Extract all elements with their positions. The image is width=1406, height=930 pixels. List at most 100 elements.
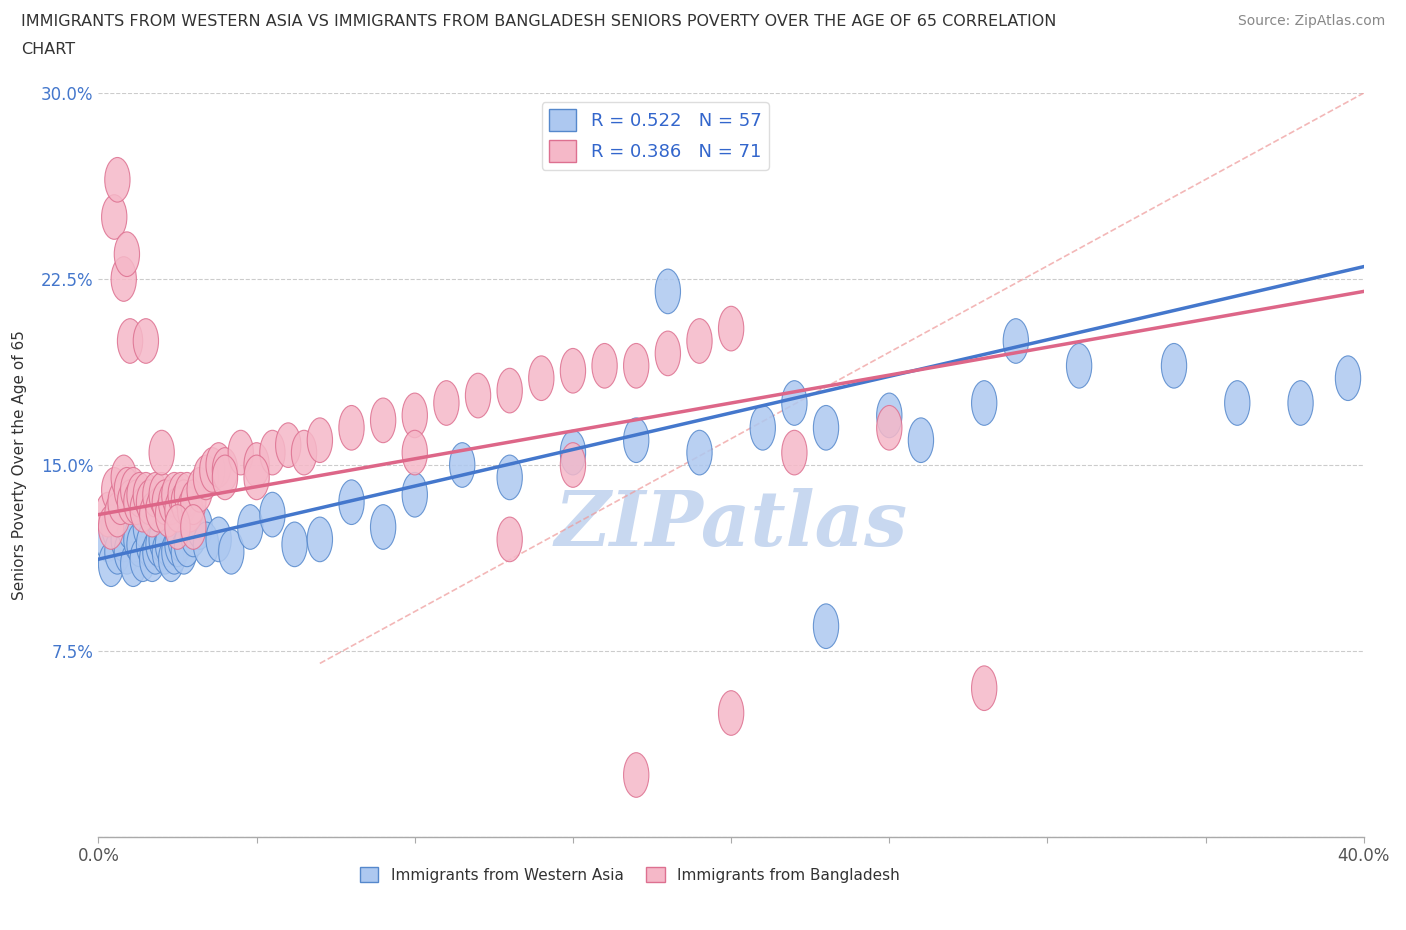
Ellipse shape — [165, 522, 190, 566]
Ellipse shape — [402, 472, 427, 517]
Ellipse shape — [1288, 380, 1313, 425]
Ellipse shape — [433, 380, 458, 425]
Ellipse shape — [149, 472, 174, 517]
Ellipse shape — [124, 480, 149, 525]
Ellipse shape — [98, 505, 124, 550]
Ellipse shape — [152, 480, 177, 525]
Ellipse shape — [118, 505, 143, 550]
Ellipse shape — [529, 356, 554, 401]
Ellipse shape — [623, 752, 648, 797]
Ellipse shape — [134, 505, 159, 550]
Ellipse shape — [101, 468, 127, 512]
Ellipse shape — [118, 480, 143, 525]
Ellipse shape — [291, 431, 316, 475]
Ellipse shape — [121, 542, 146, 587]
Ellipse shape — [101, 194, 127, 239]
Ellipse shape — [131, 537, 155, 581]
Ellipse shape — [498, 368, 523, 413]
Ellipse shape — [194, 522, 219, 566]
Ellipse shape — [228, 431, 253, 475]
Ellipse shape — [813, 604, 838, 648]
Ellipse shape — [623, 343, 648, 388]
Ellipse shape — [260, 492, 285, 537]
Ellipse shape — [402, 431, 427, 475]
Ellipse shape — [155, 522, 180, 566]
Ellipse shape — [146, 522, 172, 566]
Text: IMMIGRANTS FROM WESTERN ASIA VS IMMIGRANTS FROM BANGLADESH SENIORS POVERTY OVER : IMMIGRANTS FROM WESTERN ASIA VS IMMIGRAN… — [21, 14, 1056, 29]
Ellipse shape — [751, 405, 776, 450]
Ellipse shape — [131, 487, 155, 532]
Ellipse shape — [146, 487, 172, 532]
Ellipse shape — [105, 157, 131, 202]
Ellipse shape — [245, 455, 270, 499]
Ellipse shape — [655, 331, 681, 376]
Ellipse shape — [623, 418, 648, 462]
Ellipse shape — [174, 472, 200, 517]
Ellipse shape — [127, 522, 152, 566]
Ellipse shape — [111, 257, 136, 301]
Ellipse shape — [96, 492, 121, 537]
Ellipse shape — [136, 522, 162, 566]
Ellipse shape — [205, 517, 231, 562]
Ellipse shape — [560, 349, 585, 393]
Ellipse shape — [172, 480, 197, 525]
Ellipse shape — [281, 522, 308, 566]
Ellipse shape — [560, 431, 585, 475]
Ellipse shape — [686, 431, 711, 475]
Ellipse shape — [111, 455, 136, 499]
Ellipse shape — [276, 423, 301, 468]
Ellipse shape — [162, 529, 187, 574]
Ellipse shape — [149, 517, 174, 562]
Ellipse shape — [114, 529, 139, 574]
Ellipse shape — [180, 480, 205, 525]
Ellipse shape — [143, 529, 169, 574]
Ellipse shape — [245, 443, 270, 487]
Ellipse shape — [172, 529, 197, 574]
Ellipse shape — [152, 529, 177, 574]
Ellipse shape — [813, 405, 838, 450]
Ellipse shape — [908, 418, 934, 462]
Ellipse shape — [159, 480, 184, 525]
Ellipse shape — [180, 512, 205, 557]
Ellipse shape — [877, 393, 903, 438]
Ellipse shape — [127, 472, 152, 517]
Ellipse shape — [180, 505, 205, 550]
Ellipse shape — [169, 472, 194, 517]
Ellipse shape — [718, 306, 744, 351]
Ellipse shape — [450, 443, 475, 487]
Ellipse shape — [165, 487, 190, 532]
Ellipse shape — [560, 443, 585, 487]
Text: ZIPatlas: ZIPatlas — [554, 487, 908, 562]
Ellipse shape — [782, 380, 807, 425]
Ellipse shape — [108, 480, 134, 525]
Ellipse shape — [238, 505, 263, 550]
Ellipse shape — [136, 480, 162, 525]
Ellipse shape — [162, 472, 187, 517]
Ellipse shape — [1161, 343, 1187, 388]
Ellipse shape — [718, 691, 744, 736]
Ellipse shape — [205, 443, 231, 487]
Ellipse shape — [219, 529, 245, 574]
Ellipse shape — [118, 319, 143, 364]
Ellipse shape — [174, 522, 200, 566]
Ellipse shape — [187, 505, 212, 550]
Ellipse shape — [134, 472, 159, 517]
Ellipse shape — [1336, 356, 1361, 401]
Ellipse shape — [134, 319, 159, 364]
Ellipse shape — [972, 380, 997, 425]
Ellipse shape — [200, 447, 225, 492]
Text: CHART: CHART — [21, 42, 75, 57]
Ellipse shape — [686, 319, 711, 364]
Ellipse shape — [498, 517, 523, 562]
Ellipse shape — [1002, 319, 1028, 364]
Ellipse shape — [169, 517, 194, 562]
Ellipse shape — [159, 537, 184, 581]
Ellipse shape — [402, 393, 427, 438]
Ellipse shape — [339, 480, 364, 525]
Ellipse shape — [108, 492, 134, 537]
Ellipse shape — [655, 269, 681, 313]
Ellipse shape — [877, 405, 903, 450]
Ellipse shape — [498, 455, 523, 499]
Ellipse shape — [972, 666, 997, 711]
Ellipse shape — [114, 468, 139, 512]
